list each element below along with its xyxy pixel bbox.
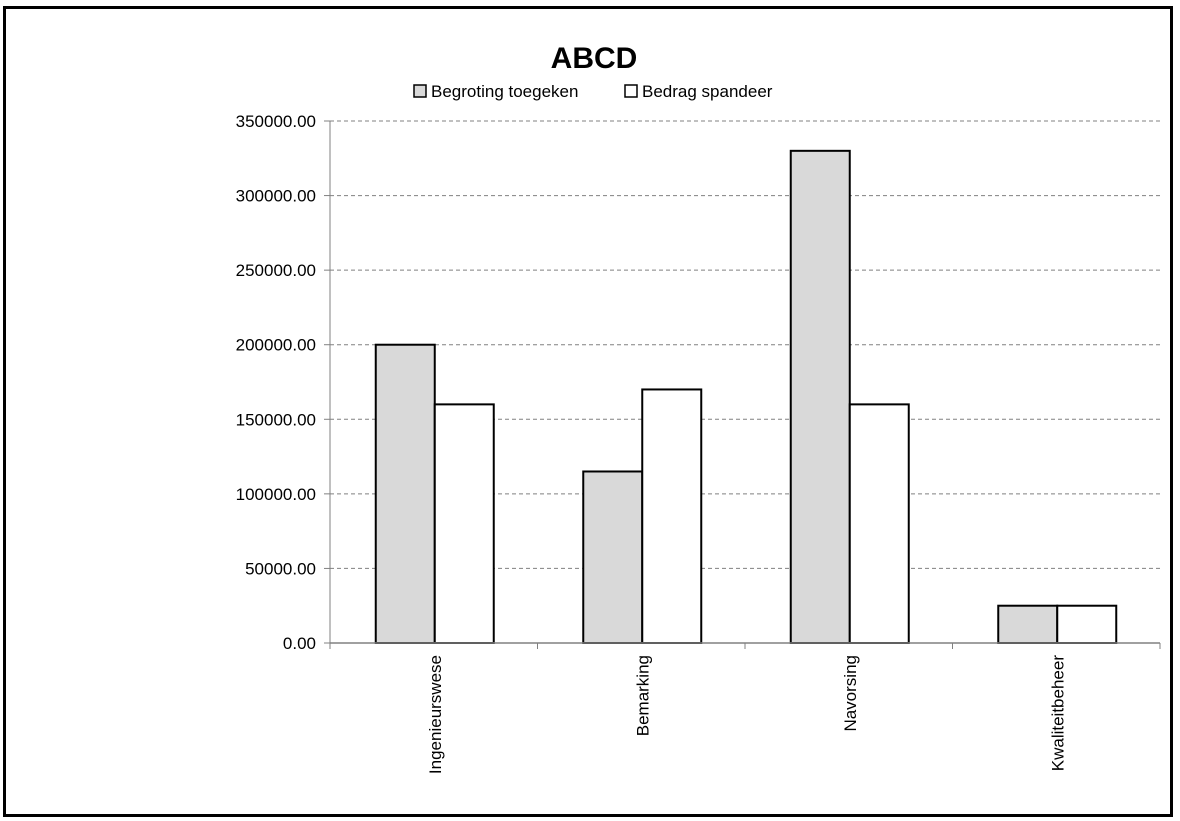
bars [374,149,1118,645]
legend: Begroting toegeken Bedrag spandeer [413,82,773,101]
x-category-label: Navorsing [841,655,860,732]
y-tick-label: 0.00 [283,634,316,653]
bar-begroting-toegeken-ingenieurswese [374,343,436,644]
y-tick-label: 50000.00 [245,559,316,578]
bar-begroting-toegeken-bemarking [582,470,644,644]
legend-label: Begroting toegeken [431,82,578,101]
y-tick-label: 350000.00 [236,112,316,131]
x-category-label: Bemarking [633,655,652,736]
y-tick-label: 100000.00 [236,485,316,504]
x-category-label: Kwaliteitbeheer [1048,655,1067,772]
legend-swatch [624,84,638,98]
y-axis: 0.00 50000.00 100000.00 150000.00 200000.00 2… [236,112,331,653]
bar-bedrag-spandeer-kwaliteitbeheer [1056,604,1118,645]
x-axis: Ingenieurswese Bemarking Navorsing Kwalitei… [329,642,1161,774]
y-tick-label: 150000.00 [236,410,316,429]
legend-label: Bedrag spandeer [642,82,773,101]
y-tick-label: 250000.00 [236,261,316,280]
bar-bedrag-spandeer-navorsing [848,403,910,644]
x-category-label: Ingenieurswese [426,655,445,774]
chart-frame [3,6,1173,817]
bar-begroting-toegeken-kwaliteitbeheer [997,604,1059,645]
y-tick-label: 200000.00 [236,336,316,355]
bar-begroting-toegeken-navorsing [789,149,851,644]
legend-swatch [413,84,427,98]
gridlines [330,120,1160,569]
chart-title: ABCD [551,42,638,75]
y-tick-label: 300000.00 [236,187,316,206]
bar-bedrag-spandeer-ingenieurswese [433,403,495,644]
bar-bedrag-spandeer-bemarking [641,388,703,645]
